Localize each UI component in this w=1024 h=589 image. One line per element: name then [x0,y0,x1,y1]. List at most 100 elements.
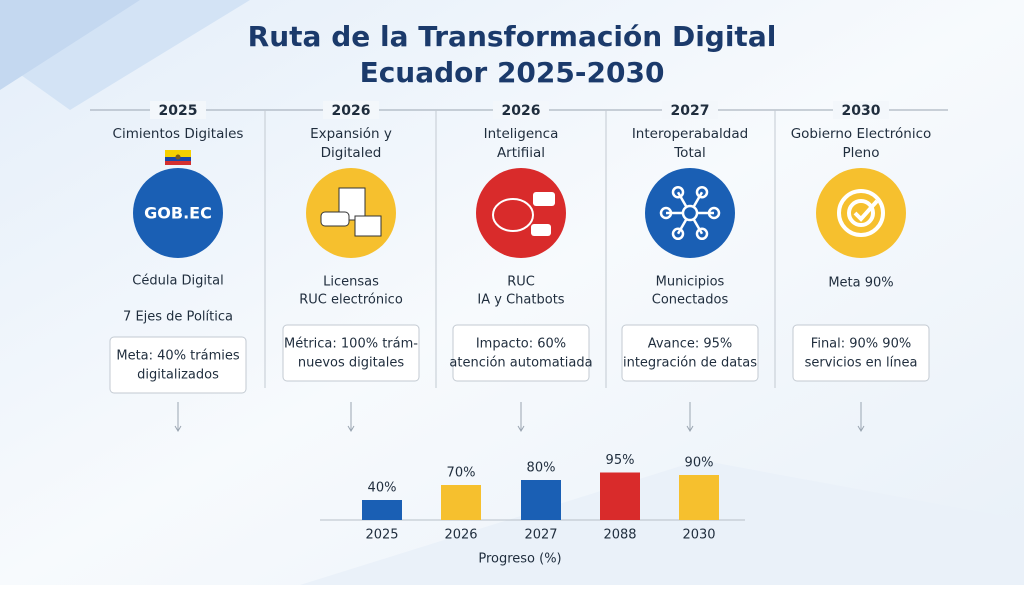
doc [338,187,366,221]
goal-box [621,324,759,382]
arrow-head [686,425,694,432]
year-bg [662,101,718,119]
node [659,206,673,220]
arrow-head [174,425,182,432]
target [847,199,875,227]
milestone: 7 Ejes de Política [123,310,233,325]
bg-shape [0,0,140,90]
year-bg [150,101,206,119]
goal-box [282,324,420,382]
bar [521,480,561,520]
bar [362,500,402,520]
bar [600,472,640,520]
x-tick-label: 2027 [524,528,557,543]
value-label: 70% [447,466,476,481]
flag [165,150,191,157]
bar [679,475,719,520]
page-title: Ruta de la Transformación Digital [248,20,777,53]
goal-text: Impacto: 60% [476,337,566,352]
icon-text: GOB.EC [144,204,212,223]
flag [165,161,191,165]
milestone: RUC [507,275,535,290]
year-bg [323,101,379,119]
arrow-head [347,425,355,432]
chat [531,224,551,236]
node [671,185,685,199]
milestone: Conectados [652,293,729,308]
bar [441,485,481,520]
spoke [676,191,688,208]
x-tick-label: 2025 [365,528,398,543]
value-label: 95% [606,453,635,468]
x-tick-label: 2030 [682,528,715,543]
flag-emblem [175,154,181,160]
year: 2027 [671,103,710,119]
column-title: Interoperabaldad [632,126,748,142]
icon-circle [816,168,906,258]
goal-text: Meta: 40% trámies [116,349,239,364]
brain [492,198,534,232]
goal-text: Avance: 95% [648,337,733,352]
car [320,211,350,227]
icon-glyph [492,192,555,236]
year: 2030 [842,103,881,119]
check [853,199,879,222]
goal-box [109,336,247,394]
goal-text: Métrica: 100% trám- [284,337,418,352]
spoke [692,218,704,235]
column-title: Total [673,145,706,161]
page-title: Ecuador 2025-2030 [360,56,665,89]
year-bg [833,101,889,119]
year: 2026 [502,103,541,119]
milestone: IA y Chatbots [477,293,564,308]
chat [533,192,555,206]
x-tick-label: 2088 [603,528,636,543]
node [695,227,709,241]
icon-circle [133,168,223,258]
milestone: Cédula Digital [132,274,223,289]
column-title: Cimientos Digitales [113,126,244,142]
goal-text: atención automatiada [449,356,592,371]
spoke [692,191,704,208]
arrow-head [517,425,525,432]
goal-text: nuevos digitales [298,356,404,371]
x-axis-label: Progreso (%) [478,552,561,567]
column-title: Artifiial [497,145,545,161]
column-title: Gobierno Electrónico [791,126,932,142]
bg-shape [300,460,1024,585]
node [695,185,709,199]
icon-glyph [837,189,885,237]
milestone: Meta 90% [828,276,893,291]
goal-box [792,324,930,382]
milestone: RUC electrónico [299,293,403,308]
icon-circle [645,168,735,258]
column-title: Pleno [842,145,879,161]
icon-glyph [659,185,721,241]
milestone: Licensas [323,275,379,290]
year: 2025 [159,103,198,119]
value-label: 90% [685,456,714,471]
x-tick-label: 2026 [444,528,477,543]
year-bg [493,101,549,119]
arrow-head [857,425,865,432]
value-label: 40% [368,481,397,496]
goal-text: digitalizados [137,368,219,383]
node [671,227,685,241]
building [354,215,382,237]
icon-circle [476,168,566,258]
goal-text: integración de datas [623,356,757,371]
node [707,206,721,220]
year: 2026 [332,103,371,119]
milestone: Municipios [656,275,725,290]
value-label: 80% [527,461,556,476]
goal-text: Final: 90% 90% [811,337,911,352]
column-title: Inteligenca [484,126,559,142]
column-title: Expansión y [310,126,392,142]
goal-box [452,324,590,382]
target [837,189,885,237]
icon-glyph [320,187,382,237]
column-title: Digitaled [321,145,382,161]
goal-text: servicios en línea [805,356,918,371]
